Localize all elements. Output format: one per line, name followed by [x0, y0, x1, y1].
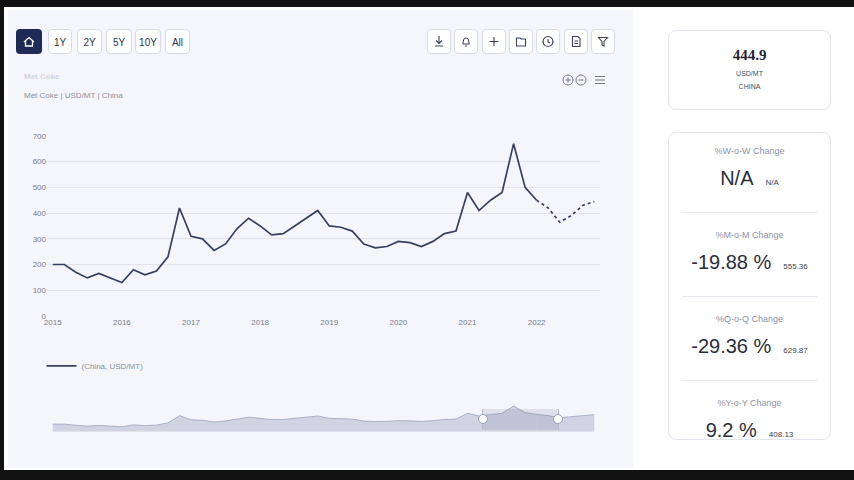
html-text:Met Coke | USD/MT | China: Met Coke | USD/MT | China — [24, 91, 123, 100]
svg-text:100: 100 — [33, 286, 47, 295]
html-text:5Y: 5Y — [112, 37, 126, 48]
html-text:444.9: 444.9 — [732, 47, 767, 63]
svg-text:2021: 2021 — [459, 318, 477, 327]
svg-text:500: 500 — [33, 183, 47, 192]
svg-text:2018: 2018 — [251, 318, 269, 327]
html-text:9.2 %: 9.2 % — [705, 419, 757, 441]
svg-text:2022: 2022 — [528, 318, 546, 327]
html-text:%Y-o-Y Change: %Y-o-Y Change — [717, 398, 782, 408]
html-text:All: All — [171, 37, 184, 48]
svg-text:0: 0 — [42, 312, 47, 321]
svg-text:2016: 2016 — [113, 318, 131, 327]
svg-text:2015: 2015 — [44, 318, 62, 327]
html-text:%W-o-W Change: %W-o-W Change — [714, 146, 785, 156]
html-text:USD/MT: USD/MT — [736, 70, 763, 77]
svg-text:700: 700 — [33, 132, 47, 141]
html-text:-19.88 %: -19.88 % — [691, 251, 772, 273]
svg-text:400: 400 — [33, 209, 47, 218]
svg-text:300: 300 — [33, 235, 47, 244]
html-text:N/A: N/A — [720, 167, 754, 189]
html-text:408.13: 408.13 — [768, 430, 794, 439]
svg-text:(China, USD/MT): (China, USD/MT) — [81, 362, 143, 371]
html-text:CHINA: CHINA — [738, 83, 761, 90]
svg-text:600: 600 — [33, 157, 47, 166]
html-text:1Y: 1Y — [53, 37, 67, 48]
svg-text:200: 200 — [33, 260, 47, 269]
svg-text:2020: 2020 — [389, 318, 407, 327]
html-text:2Y: 2Y — [83, 37, 96, 48]
html-text:10Y: 10Y — [139, 37, 157, 48]
html-text:%M-o-M Change: %M-o-M Change — [715, 230, 784, 240]
html-text:Met Coke: Met Coke — [24, 72, 60, 81]
html-text:%Q-o-Q Change: %Q-o-Q Change — [716, 314, 783, 324]
html-text:555.36: 555.36 — [783, 262, 808, 271]
html-text:-29.36 %: -29.36 % — [691, 335, 772, 357]
svg-text:2019: 2019 — [320, 318, 338, 327]
svg-text:2017: 2017 — [182, 318, 200, 327]
html-text:N/A: N/A — [765, 178, 779, 187]
html-text:629.87: 629.87 — [783, 346, 808, 355]
